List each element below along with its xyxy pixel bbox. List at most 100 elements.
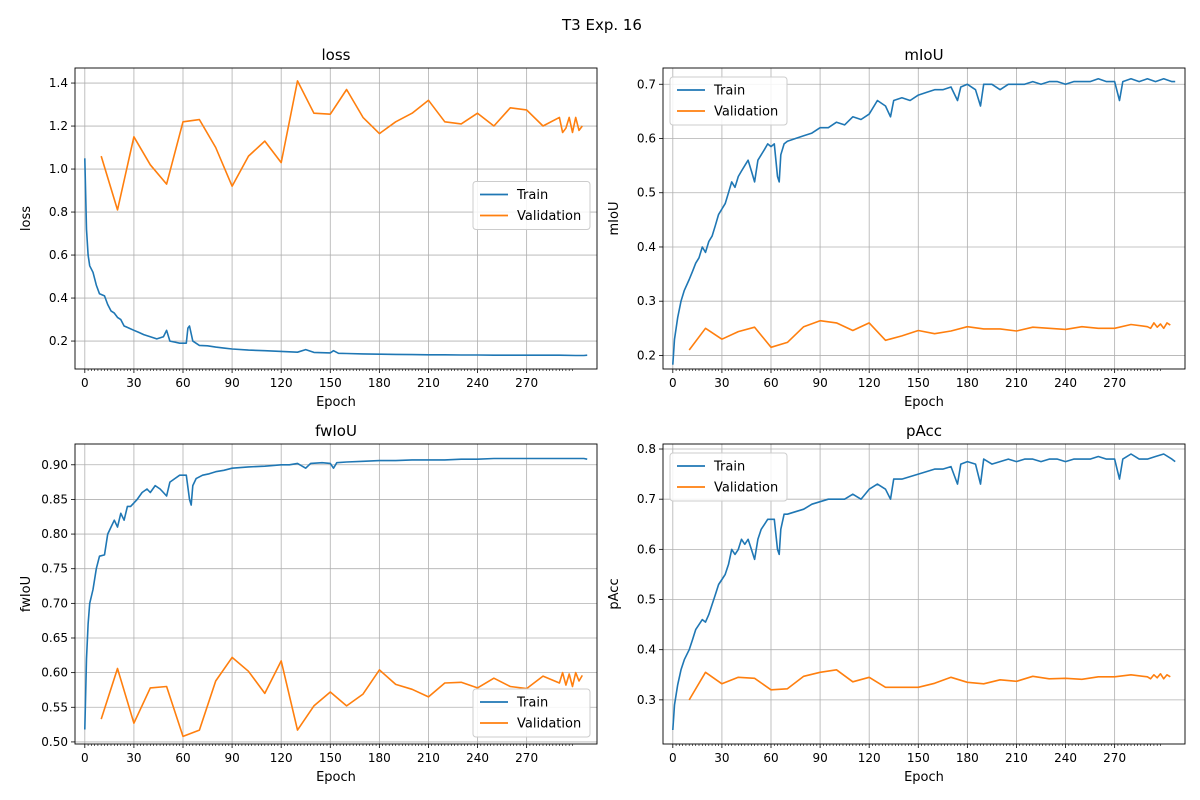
chart-0-xlabel: Epoch — [316, 395, 356, 410]
chart-3-ytick-label-2: 0.5 — [637, 593, 656, 607]
chart-3-xtick-label-1: 30 — [714, 751, 729, 765]
chart-0-legend: Train Validation — [472, 181, 591, 230]
chart-3-xtick-label-5: 150 — [907, 751, 930, 765]
chart-3-ytick-label-0: 0.3 — [637, 693, 656, 707]
chart-0-xtick-label-0: 0 — [81, 376, 89, 390]
chart-3-xtick-label-6: 180 — [956, 751, 979, 765]
chart-2-series-validation — [100, 656, 583, 738]
chart-3-legend-box — [669, 452, 788, 502]
chart-3-series-validation — [688, 669, 1171, 701]
chart-0-legend-label-train: Train — [516, 188, 548, 203]
chart-2-xtick-label-3: 90 — [224, 751, 239, 765]
chart-2-xtick-label-8: 240 — [466, 751, 489, 765]
chart-3-ylabel: pAcc — [607, 578, 622, 609]
chart-3-xtick-label-3: 90 — [812, 751, 827, 765]
chart-0-ytick-label-1: 0.4 — [49, 291, 68, 305]
chart-3-legend: Train Validation — [669, 452, 788, 502]
chart-0-ytick-label-6: 1.4 — [49, 76, 68, 90]
chart-3-axes-frame — [662, 443, 1186, 745]
chart-3-xtick-label-8: 240 — [1054, 751, 1077, 765]
chart-0-title: loss — [322, 46, 351, 64]
chart-3-xtick-label-4: 120 — [858, 751, 881, 765]
chart-3-xtick-label-2: 60 — [763, 751, 778, 765]
chart-2-xtick-label-2: 60 — [175, 751, 190, 765]
chart-1-ytick-label-1: 0.3 — [637, 294, 656, 308]
chart-3-legend-label-validation: Validation — [714, 481, 778, 496]
figure-title: T3 Exp. 16 — [561, 16, 642, 34]
chart-2: fwIoU 0 30 60 90 120 150 180 210 240 270 0.50 0.55 0.… — [19, 422, 598, 785]
chart-1-axes-frame — [662, 67, 1186, 370]
chart-1-xtick-label-6: 180 — [956, 376, 979, 390]
chart-0-xtick-label-3: 90 — [224, 376, 239, 390]
chart-2-legend-label-validation: Validation — [517, 717, 581, 732]
chart-3: pAcc 0 30 60 90 120 150 180 210 240 270 0.3 0.4 0.5 0.… — [607, 422, 1186, 785]
chart-2-legend-box — [472, 688, 591, 738]
chart-1-legend: Train Validation — [669, 76, 788, 126]
chart-3-ytick-label-5: 0.8 — [637, 442, 656, 456]
chart-0-xtick-label-8: 240 — [466, 376, 489, 390]
chart-2-xtick-label-5: 150 — [319, 751, 342, 765]
chart-3-xtick-label-7: 210 — [1005, 751, 1028, 765]
chart-2-ytick-label-1: 0.55 — [41, 700, 68, 714]
chart-1-xtick-label-1: 30 — [714, 376, 729, 390]
chart-2-legend-label-train: Train — [516, 696, 548, 711]
chart-1-ytick-label-2: 0.4 — [637, 240, 656, 254]
chart-2-xlabel: Epoch — [316, 770, 356, 785]
chart-1-xtick-label-9: 270 — [1103, 376, 1126, 390]
chart-3-title: pAcc — [906, 422, 942, 440]
chart-1-xtick-label-2: 60 — [763, 376, 778, 390]
chart-0-xtick-label-9: 270 — [515, 376, 538, 390]
chart-1-xlabel: Epoch — [904, 395, 944, 410]
chart-1-xtick-label-8: 240 — [1054, 376, 1077, 390]
chart-0-ytick-label-3: 0.8 — [49, 205, 68, 219]
chart-1-title: mIoU — [904, 46, 943, 64]
chart-1-xtick-label-5: 150 — [907, 376, 930, 390]
chart-0-ylabel: loss — [19, 206, 34, 231]
chart-3-series-train — [672, 453, 1176, 731]
chart-1-xtick-label-4: 120 — [858, 376, 881, 390]
chart-0-xtick-label-7: 210 — [417, 376, 440, 390]
chart-2-xtick-label-6: 180 — [368, 751, 391, 765]
chart-2-ytick-label-2: 0.60 — [41, 666, 68, 680]
chart-3-xtick-label-9: 270 — [1103, 751, 1126, 765]
chart-0-ytick-label-0: 0.2 — [49, 334, 68, 348]
chart-2-ytick-label-4: 0.70 — [41, 596, 68, 610]
chart-3-xtick-label-0: 0 — [669, 751, 677, 765]
chart-0-ytick-label-2: 0.6 — [49, 248, 68, 262]
chart-0-ytick-label-5: 1.2 — [49, 119, 68, 133]
chart-0-ytick-label-4: 1.0 — [49, 162, 68, 176]
chart-0-xtick-label-2: 60 — [175, 376, 190, 390]
chart-0-xtick-label-6: 180 — [368, 376, 391, 390]
chart-1-ytick-label-4: 0.6 — [637, 132, 656, 146]
chart-1-legend-label-train: Train — [713, 84, 745, 99]
chart-0-xtick-label-4: 120 — [270, 376, 293, 390]
chart-1: mIoU 0 30 60 90 120 150 180 210 240 270 0.2 0.3 0.4 0.… — [607, 46, 1186, 410]
chart-0-legend-label-validation: Validation — [517, 209, 581, 224]
chart-2-ytick-label-6: 0.80 — [41, 527, 68, 541]
chart-1-xtick-label-3: 90 — [812, 376, 827, 390]
chart-0: loss 0 30 60 90 120 150 180 210 240 270 0.2 0.4 0.6 0.… — [19, 46, 598, 410]
chart-0-series-train — [84, 158, 588, 357]
chart-1-ytick-label-5: 0.7 — [637, 77, 656, 91]
chart-2-xtick-label-1: 30 — [126, 751, 141, 765]
chart-1-xtick-label-0: 0 — [669, 376, 677, 390]
chart-0-xtick-label-1: 30 — [126, 376, 141, 390]
chart-0-series-validation — [100, 80, 583, 211]
chart-0-xtick-label-5: 150 — [319, 376, 342, 390]
chart-2-xtick-label-4: 120 — [270, 751, 293, 765]
chart-3-legend-label-train: Train — [713, 460, 745, 475]
chart-1-legend-box — [669, 76, 788, 126]
chart-2-axes-frame — [74, 443, 598, 745]
chart-3-ytick-label-4: 0.7 — [637, 492, 656, 506]
chart-2-xtick-label-0: 0 — [81, 751, 89, 765]
chart-1-ytick-label-0: 0.2 — [637, 348, 656, 362]
chart-2-ytick-label-5: 0.75 — [41, 562, 68, 576]
chart-3-ytick-label-1: 0.4 — [637, 643, 656, 657]
chart-1-series-train — [672, 78, 1176, 365]
chart-1-series-validation — [688, 319, 1171, 351]
chart-3-ytick-label-3: 0.6 — [637, 542, 656, 556]
chart-2-ytick-label-3: 0.65 — [41, 631, 68, 645]
chart-2-ytick-label-8: 0.90 — [41, 458, 68, 472]
